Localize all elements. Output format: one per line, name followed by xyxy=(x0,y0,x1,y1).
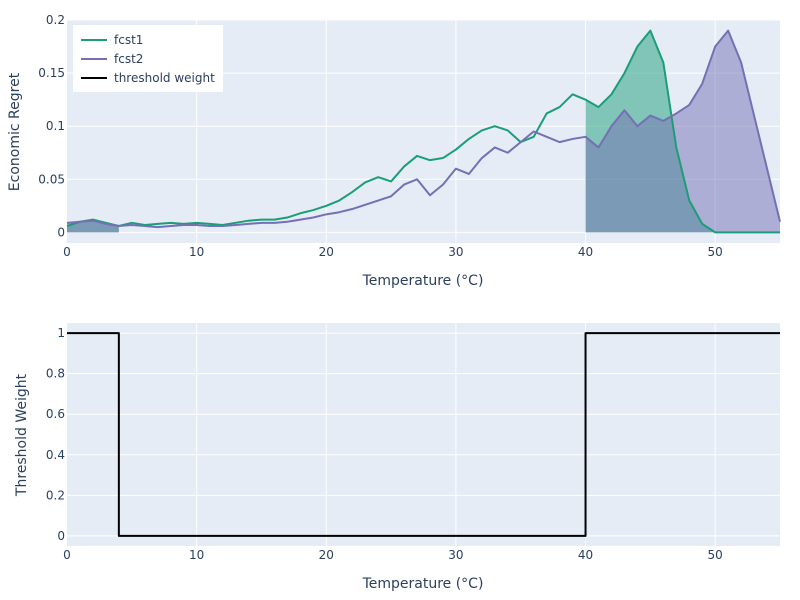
threshold-plot-background xyxy=(67,323,780,546)
regret-y-tick-label: 0.2 xyxy=(46,13,65,27)
legend-label-fcst1: fcst1 xyxy=(114,33,143,47)
regret-x-tick-label: 20 xyxy=(319,245,334,259)
regret-y-axis-title: Economic Regret xyxy=(7,72,23,191)
legend-label-threshold-weight: threshold weight xyxy=(114,71,215,85)
legend: fcst1 fcst2 threshold weight xyxy=(73,25,223,92)
regret-x-tick-label: 0 xyxy=(63,245,71,259)
threshold-series-lines xyxy=(67,332,780,537)
threshold-y-tick-label: 0 xyxy=(57,529,65,543)
threshold-y-tick-label: 0.2 xyxy=(46,488,65,502)
threshold-panel: 0 0.2 0.4 0.6 0.8 1 0 10 20 30 40 50 Temperature (… xyxy=(14,323,780,592)
regret-y-tick-label: 0.15 xyxy=(38,66,65,80)
legend-label-fcst2: fcst2 xyxy=(114,52,143,66)
threshold-x-tick-label: 40 xyxy=(578,548,593,562)
regret-x-axis-title: Temperature (°C) xyxy=(362,273,484,289)
regret-panel: 0 0.05 0.1 0.15 0.2 0 10 20 30 40 50 Temperature … xyxy=(7,13,781,289)
threshold-x-tick-label: 50 xyxy=(708,548,723,562)
series-line-fcst2 xyxy=(66,29,781,229)
regret-x-tick-label: 40 xyxy=(578,245,593,259)
regret-x-tick-label: 10 xyxy=(189,245,204,259)
threshold-x-ticks: 0 10 20 30 40 50 xyxy=(63,548,723,562)
threshold-x-tick-label: 20 xyxy=(319,548,334,562)
regret-series-lines xyxy=(66,29,781,234)
threshold-y-ticks: 0 0.2 0.4 0.6 0.8 1 xyxy=(46,326,65,543)
series-line-threshold-weight xyxy=(67,332,780,537)
threshold-y-tick-label: 0.8 xyxy=(46,367,65,381)
regret-y-tick-label: 0.1 xyxy=(46,119,65,133)
regret-y-tick-label: 0.05 xyxy=(38,172,65,186)
threshold-gridlines xyxy=(67,323,780,546)
series-line-fcst1 xyxy=(66,29,780,234)
threshold-x-tick-label: 10 xyxy=(189,548,204,562)
threshold-x-tick-label: 30 xyxy=(448,548,463,562)
regret-x-ticks: 0 10 20 30 40 50 xyxy=(63,245,723,259)
threshold-y-tick-label: 1 xyxy=(57,326,65,340)
regret-y-ticks: 0 0.05 0.1 0.15 0.2 xyxy=(38,13,65,239)
threshold-x-axis-title: Temperature (°C) xyxy=(362,576,484,592)
fill-area-fcst2 xyxy=(585,30,780,233)
fill-area-fcst2 xyxy=(67,220,119,233)
regret-x-tick-label: 30 xyxy=(448,245,463,259)
regret-y-tick-label: 0 xyxy=(57,225,65,239)
threshold-y-tick-label: 0.6 xyxy=(46,407,65,421)
threshold-y-axis-title: Threshold Weight xyxy=(14,373,30,497)
threshold-x-tick-label: 0 xyxy=(63,548,71,562)
regret-x-tick-label: 50 xyxy=(708,245,723,259)
threshold-y-tick-label: 0.4 xyxy=(46,448,65,462)
